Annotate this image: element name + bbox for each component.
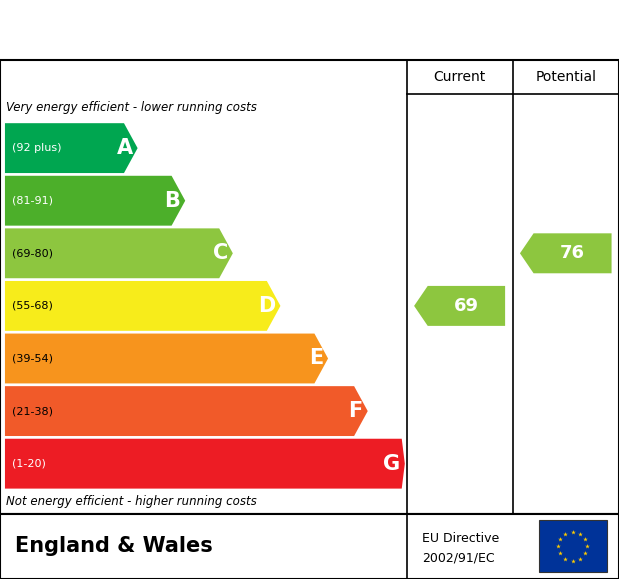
Text: Current: Current [433, 69, 486, 83]
Text: Not energy efficient - higher running costs: Not energy efficient - higher running co… [6, 495, 257, 508]
Polygon shape [5, 281, 280, 331]
Text: 76: 76 [560, 244, 585, 262]
Text: (21-38): (21-38) [12, 406, 53, 416]
Text: A: A [116, 138, 132, 158]
Text: (1-20): (1-20) [12, 459, 46, 468]
Text: (39-54): (39-54) [12, 354, 53, 364]
Text: England & Wales: England & Wales [15, 536, 213, 556]
Polygon shape [520, 233, 612, 273]
Polygon shape [5, 334, 328, 383]
Text: 2002/91/EC: 2002/91/EC [422, 552, 495, 565]
Polygon shape [414, 286, 505, 326]
Text: (92 plus): (92 plus) [12, 143, 62, 153]
Polygon shape [5, 228, 233, 278]
Text: 69: 69 [454, 297, 479, 315]
Text: D: D [258, 296, 275, 316]
Polygon shape [5, 386, 368, 436]
Text: (55-68): (55-68) [12, 301, 53, 311]
Text: E: E [309, 349, 323, 368]
Text: B: B [165, 190, 180, 211]
Text: F: F [348, 401, 363, 421]
Text: Energy Efficiency Rating: Energy Efficiency Rating [19, 18, 344, 42]
Text: (69-80): (69-80) [12, 248, 53, 258]
Polygon shape [5, 439, 405, 489]
Text: G: G [383, 454, 400, 474]
Polygon shape [5, 176, 185, 226]
Text: Very energy efficient - lower running costs: Very energy efficient - lower running co… [6, 101, 257, 114]
Text: EU Directive: EU Directive [422, 532, 500, 545]
Bar [539, 520, 607, 573]
Text: C: C [213, 243, 228, 263]
Polygon shape [5, 123, 137, 173]
Text: (81-91): (81-91) [12, 196, 53, 206]
Text: Potential: Potential [535, 69, 596, 83]
